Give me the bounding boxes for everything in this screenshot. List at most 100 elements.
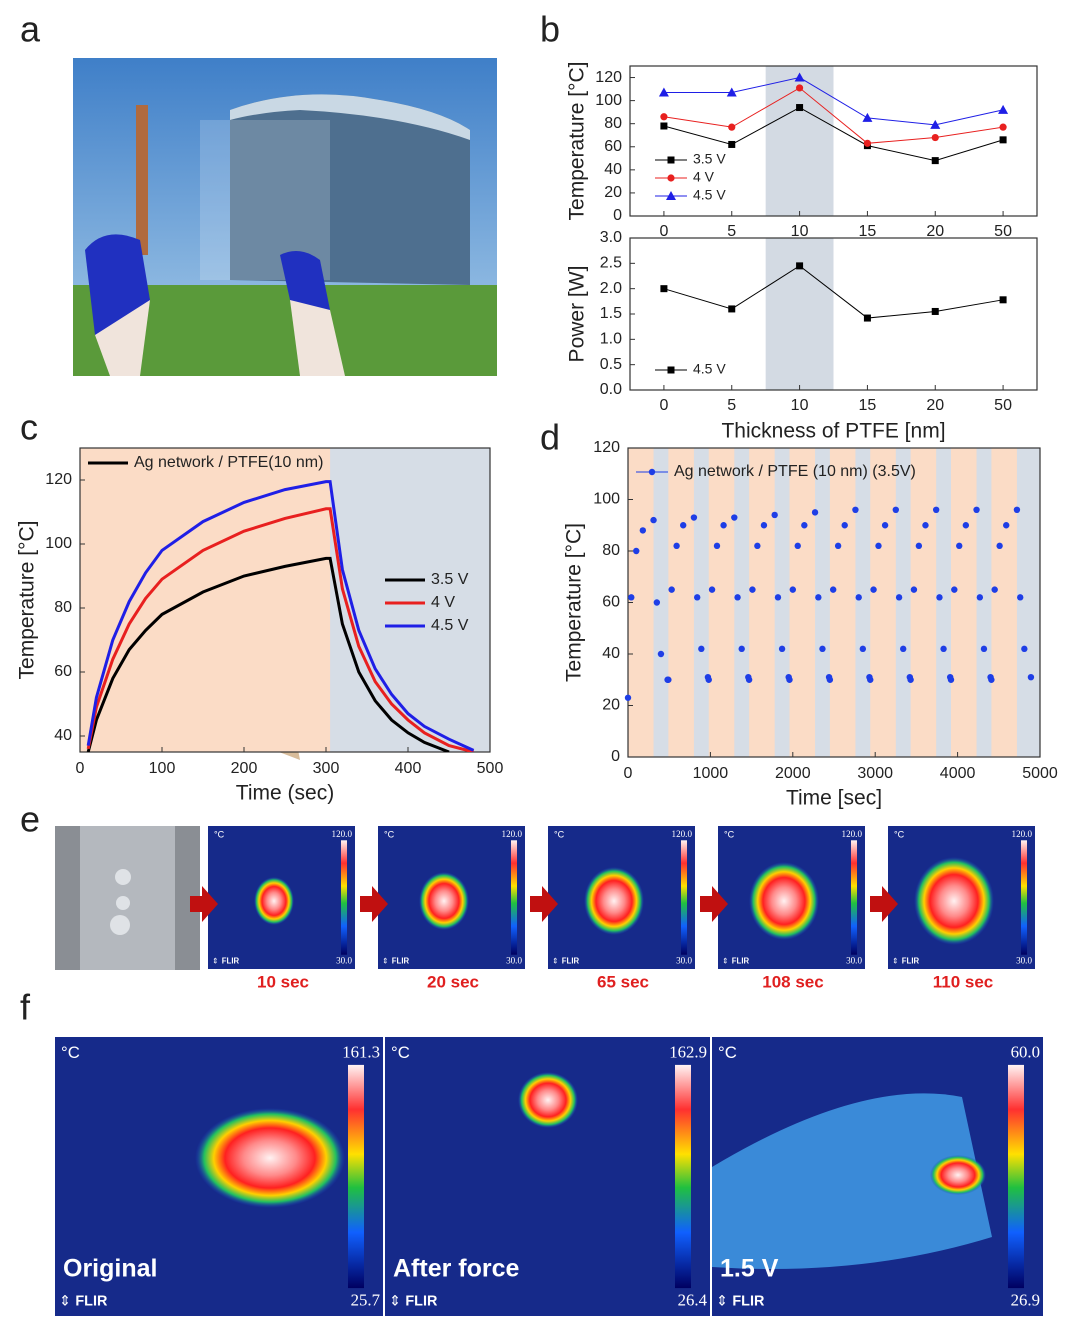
- point: [860, 646, 866, 652]
- unit: °C: [61, 1043, 80, 1062]
- point: [830, 586, 836, 592]
- heating-region: [668, 448, 694, 757]
- color-bar: [511, 840, 517, 954]
- point: [1014, 507, 1020, 513]
- point: [893, 507, 899, 513]
- brand: FLIR: [562, 956, 580, 965]
- point: [977, 594, 983, 600]
- max-value: 120.0: [332, 829, 353, 839]
- panel-label: d: [540, 417, 560, 458]
- heating-region: [991, 448, 1017, 757]
- marker: [1000, 136, 1007, 143]
- heating-region: [951, 448, 977, 757]
- y-tick-label: 80: [54, 599, 72, 616]
- unit: °C: [391, 1043, 410, 1062]
- marker: [667, 174, 674, 181]
- marker: [1000, 296, 1007, 303]
- point: [1003, 522, 1009, 528]
- unit: °C: [214, 830, 225, 840]
- y-tick-label: 60: [54, 663, 72, 680]
- brand: FLIR: [732, 956, 750, 965]
- point: [812, 509, 818, 515]
- x-tick-label: 4000: [940, 765, 976, 782]
- min-value: 25.7: [351, 1290, 380, 1309]
- y-axis-label: Temperature [°C]: [563, 523, 586, 682]
- panel-label: c: [20, 407, 38, 448]
- point: [739, 646, 745, 652]
- panel-label: a: [20, 9, 41, 50]
- unit: °C: [718, 1043, 737, 1062]
- color-bar: [341, 840, 347, 954]
- point: [940, 646, 946, 652]
- x-tick-label: 20: [926, 397, 944, 414]
- marker: [728, 305, 735, 312]
- marker: [660, 285, 667, 292]
- min-value: 26.4: [678, 1290, 708, 1309]
- point: [709, 586, 715, 592]
- point: [1028, 674, 1034, 680]
- x-tick-label: 2000: [775, 765, 811, 782]
- marker: [668, 367, 675, 374]
- color-bar: [675, 1065, 691, 1288]
- unit: °C: [554, 830, 565, 840]
- brand: FLIR: [405, 1293, 438, 1309]
- y-tick-label: 0: [613, 207, 622, 224]
- caption: 20 sec: [427, 972, 479, 991]
- legend-label: 4 V: [693, 169, 715, 185]
- point: [746, 677, 752, 683]
- marker: [932, 308, 939, 315]
- point: [665, 677, 671, 683]
- x-axis-label: Thickness of PTFE [nm]: [721, 420, 945, 443]
- x-tick-label: 0: [624, 765, 633, 782]
- y-tick-label: 0.0: [600, 381, 622, 398]
- max-value: 161.3: [342, 1043, 380, 1062]
- heating-region: [749, 448, 775, 757]
- point: [996, 543, 1002, 549]
- legend-label: Ag network / PTFE (10 nm) (3.5V): [674, 463, 916, 480]
- point: [786, 677, 792, 683]
- point: [852, 507, 858, 513]
- brand-icon: ⇕: [212, 956, 219, 965]
- min-value: 26.9: [1011, 1290, 1040, 1309]
- point: [761, 522, 767, 528]
- point: [981, 646, 987, 652]
- point: [827, 677, 833, 683]
- caption: 110 sec: [933, 972, 994, 991]
- y-tick-label: 120: [593, 439, 620, 456]
- point: [673, 543, 679, 549]
- y-tick-label: 40: [602, 645, 620, 662]
- point: [691, 514, 697, 520]
- legend-label: 3.5 V: [693, 151, 726, 167]
- max-value: 120.0: [842, 829, 863, 839]
- point: [749, 586, 755, 592]
- panel-label: b: [540, 9, 560, 50]
- x-tick-label: 0: [76, 760, 85, 777]
- point: [779, 646, 785, 652]
- heating-region: [870, 448, 896, 757]
- brand: FLIR: [222, 956, 240, 965]
- y-tick-label: 1.0: [600, 331, 622, 348]
- point: [911, 586, 917, 592]
- y-tick-label: 100: [45, 535, 72, 552]
- brand-icon: ⇕: [892, 956, 899, 965]
- point: [775, 594, 781, 600]
- hot-spot: [195, 1108, 345, 1208]
- point: [875, 543, 881, 549]
- point: [658, 651, 664, 657]
- max-value: 162.9: [669, 1043, 707, 1062]
- highlight-band: [766, 238, 834, 390]
- point: [790, 586, 796, 592]
- marker: [660, 113, 667, 120]
- color-bar: [681, 840, 687, 954]
- color-bar: [348, 1065, 364, 1288]
- y-axis-label: Temperature [°C]: [566, 62, 589, 221]
- y-tick-label: 0.5: [600, 356, 622, 373]
- legend-label: 4.5 V: [693, 361, 726, 377]
- point: [698, 646, 704, 652]
- legend-marker: [649, 469, 655, 475]
- marker: [932, 157, 939, 164]
- marker: [999, 124, 1006, 131]
- brand-icon: ⇕: [382, 956, 389, 965]
- point: [1021, 646, 1027, 652]
- x-tick-label: 200: [231, 760, 258, 777]
